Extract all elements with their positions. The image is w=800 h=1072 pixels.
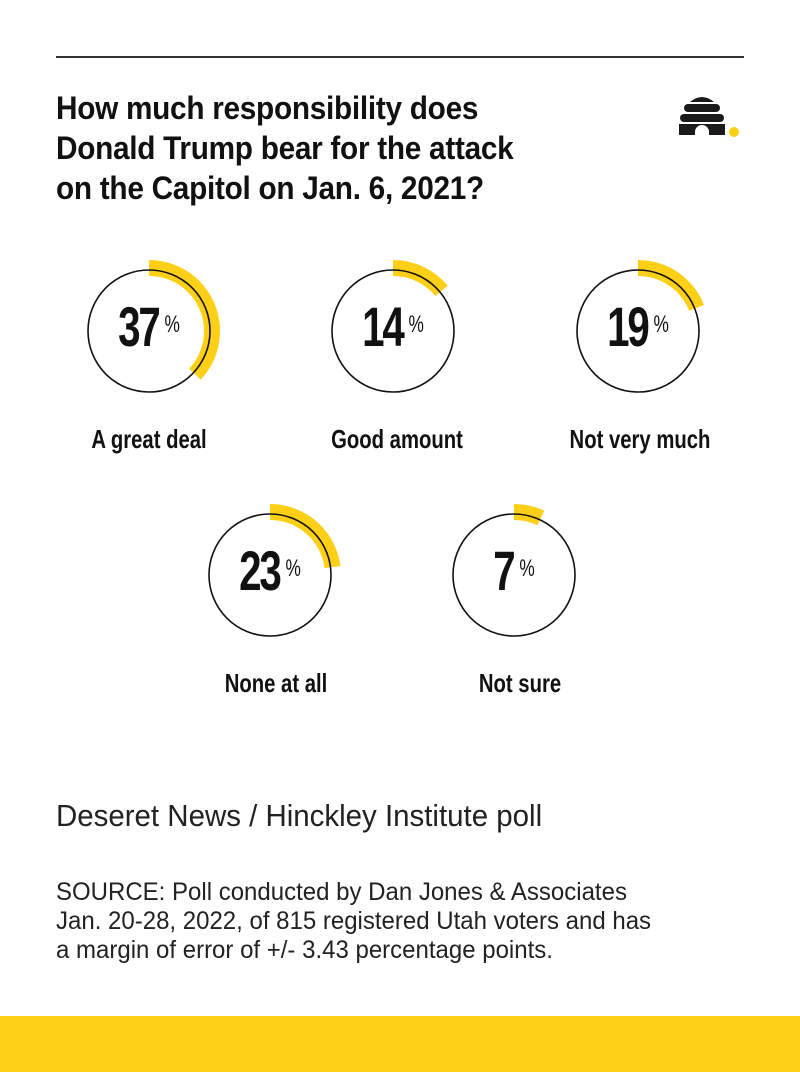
ring-progress-arc xyxy=(270,504,341,569)
ring-progress-arc xyxy=(514,504,545,526)
ring-graphic xyxy=(452,504,576,637)
ring-outline xyxy=(87,269,211,393)
ring-good-amount: 14% xyxy=(313,251,473,411)
title-line: on the Capitol on Jan. 6, 2021? xyxy=(56,170,484,206)
beehive-logo-icon xyxy=(679,97,739,137)
ring-value: 19% xyxy=(607,295,669,358)
source-line: a margin of error of +/- 3.43 percentage… xyxy=(56,936,553,964)
ring-label: Good amount xyxy=(331,424,463,454)
title-line: Donald Trump bear for the attack xyxy=(56,130,514,166)
ring-graphic xyxy=(87,260,220,393)
ring-outline xyxy=(208,513,332,637)
footer-accent-band xyxy=(0,1016,800,1072)
source-line: SOURCE: Poll conducted by Dan Jones & As… xyxy=(56,878,627,906)
source-note: SOURCE: Poll conducted by Dan Jones & As… xyxy=(56,878,747,965)
ring-progress-arc xyxy=(393,260,448,296)
ring-label: Not very much xyxy=(569,424,711,454)
ring-chart-grid: 37% A great deal 14% Good amount 19% Not… xyxy=(69,251,718,698)
ring-a-great-deal: 37% xyxy=(69,251,229,411)
ring-progress-arc xyxy=(149,260,220,380)
chart-title: How much responsibility does Donald Trum… xyxy=(56,88,605,208)
ring-none-at-all: 23% xyxy=(190,495,350,655)
ring-value: 14% xyxy=(362,295,424,358)
ring-graphic xyxy=(208,504,341,637)
ring-not-sure: 7% xyxy=(434,495,594,655)
ring-outline xyxy=(576,269,700,393)
ring-graphic xyxy=(331,260,455,393)
ring-outline xyxy=(331,269,455,393)
ring-graphic xyxy=(576,260,705,393)
ring-label: Not sure xyxy=(478,668,562,698)
ring-not-very-much: 19% xyxy=(558,251,718,411)
ring-label: None at all xyxy=(224,668,328,698)
ring-value: 37% xyxy=(118,295,180,358)
poll-subtitle: Deseret News / Hinckley Institute poll xyxy=(56,798,543,833)
ring-outline xyxy=(452,513,576,637)
ring-value: 7% xyxy=(493,539,535,602)
top-rule xyxy=(56,56,744,58)
ring-value: 23% xyxy=(239,539,301,602)
title-line: How much responsibility does xyxy=(56,90,479,126)
ring-label: A great deal xyxy=(91,424,207,454)
source-line: Jan. 20-28, 2022, of 815 registered Utah… xyxy=(56,907,652,935)
